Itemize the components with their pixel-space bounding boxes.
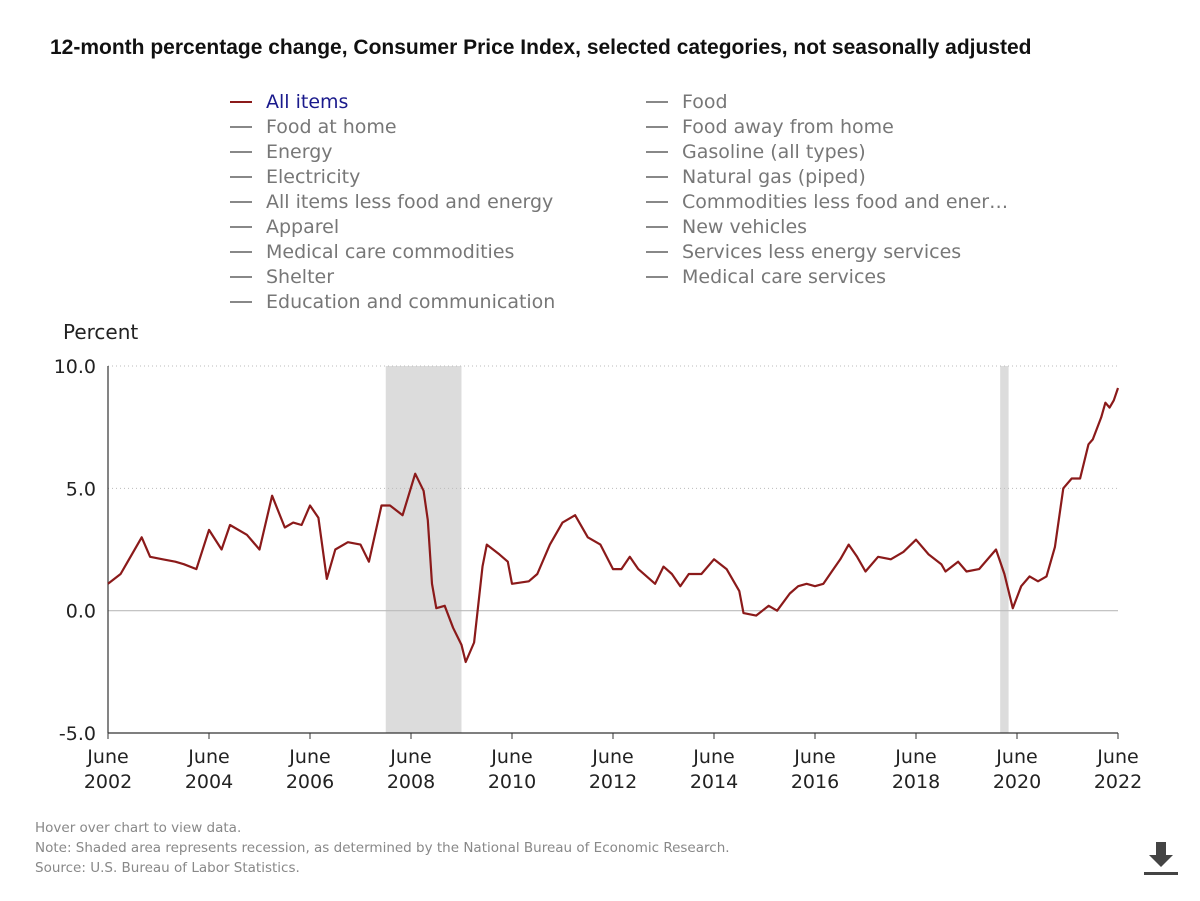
legend-item[interactable]: Education and communication (230, 291, 555, 313)
legend-item[interactable]: Shelter (230, 266, 334, 288)
legend-label: Medical care services (682, 266, 886, 288)
legend-item[interactable]: Energy (230, 141, 333, 163)
legend-label: Electricity (266, 166, 361, 188)
legend-swatch (646, 151, 668, 153)
legend-item[interactable]: Food (646, 91, 728, 113)
y-tick-label: 10.0 (54, 356, 96, 378)
x-tick-label-month: June (490, 746, 532, 768)
source-note: Source: U.S. Bureau of Labor Statistics. (35, 860, 300, 876)
legend-label: Shelter (266, 266, 335, 288)
x-tick-label-month: June (288, 746, 330, 768)
x-tick-label-year: 2012 (589, 771, 637, 793)
legend-label: Apparel (266, 216, 340, 238)
legend-label: Energy (266, 141, 333, 163)
legend-swatch (230, 101, 252, 103)
x-tick-label-month: June (995, 746, 1037, 768)
legend-swatch (230, 276, 252, 278)
recession-shade (385, 366, 462, 733)
legend-item[interactable]: New vehicles (646, 216, 807, 238)
legend-label: Food away from home (682, 116, 894, 138)
legend-swatch (230, 151, 252, 153)
legend-swatch (646, 101, 668, 103)
x-tick-label-year: 2006 (286, 771, 334, 793)
y-tick-label: 5.0 (66, 478, 96, 500)
x-tick-label-year: 2002 (84, 771, 132, 793)
legend-item[interactable]: Apparel (230, 216, 339, 238)
x-tick-label-month: June (389, 746, 431, 768)
download-icon (1144, 842, 1178, 875)
legend-item[interactable]: Commodities less food and ener… (646, 191, 1008, 213)
legend-label: Services less energy services (682, 241, 962, 263)
legend-item[interactable]: Medical care services (646, 266, 886, 288)
x-tick-label-year: 2008 (387, 771, 435, 793)
series-line-all-items[interactable] (107, 387, 1120, 664)
legend-swatch (646, 226, 668, 228)
x-tick-label-year: 2018 (892, 771, 940, 793)
legend-swatch (230, 176, 252, 178)
legend-swatch (230, 126, 252, 128)
legend-item[interactable]: All items (230, 91, 348, 113)
legend-item[interactable]: Services less energy services (646, 241, 961, 263)
legend-label: Food at home (266, 116, 397, 138)
legend-swatch (230, 251, 252, 253)
legend-swatch (646, 276, 668, 278)
legend-swatch (646, 201, 668, 203)
y-tick-label: -5.0 (59, 723, 96, 745)
y-axis-label: Percent (63, 320, 139, 344)
x-tick-label-month: June (793, 746, 835, 768)
legend-swatch (646, 176, 668, 178)
legend-label: Natural gas (piped) (682, 166, 866, 188)
x-tick-label-month: June (187, 746, 229, 768)
legend-label: New vehicles (682, 216, 808, 238)
legend-label: Food (682, 91, 728, 113)
x-tick-label-year: 2014 (690, 771, 738, 793)
legend-item[interactable]: Electricity (230, 166, 360, 188)
download-button[interactable] (1142, 840, 1180, 880)
recession-shade (1000, 366, 1009, 733)
x-tick-label-month: June (692, 746, 734, 768)
legend-label: Education and communication (266, 291, 556, 313)
chart-notes: Hover over chart to view data. Note: Sha… (35, 818, 730, 878)
recession-note: Note: Shaded area represents recession, … (35, 840, 730, 856)
x-tick-label-year: 2022 (1094, 771, 1142, 793)
legend-item[interactable]: Food at home (230, 116, 397, 138)
x-tick-label-month: June (591, 746, 633, 768)
legend-swatch (230, 201, 252, 203)
legend-item[interactable]: Natural gas (piped) (646, 166, 866, 188)
hover-note: Hover over chart to view data. (35, 820, 242, 836)
x-tick-label-month: June (1096, 746, 1138, 768)
legend-item[interactable]: Gasoline (all types) (646, 141, 866, 163)
y-tick-label: 0.0 (66, 601, 96, 623)
legend-item[interactable]: All items less food and energy (230, 191, 553, 213)
x-tick-label-year: 2016 (791, 771, 839, 793)
legend-swatch (646, 251, 668, 253)
legend-label: Medical care commodities (266, 241, 515, 263)
legend-label: Gasoline (all types) (682, 141, 866, 163)
legend-label: All items (266, 91, 349, 113)
x-tick-label-month: June (86, 746, 128, 768)
legend-label: Commodities less food and ener… (682, 191, 1009, 213)
legend-item[interactable]: Medical care commodities (230, 241, 514, 263)
legend-swatch (230, 226, 252, 228)
legend-item[interactable]: Food away from home (646, 116, 894, 138)
x-tick-label-month: June (894, 746, 936, 768)
x-tick-label-year: 2020 (993, 771, 1041, 793)
chart-title: 12-month percentage change, Consumer Pri… (50, 36, 1032, 59)
legend-swatch (646, 126, 668, 128)
legend-label: All items less food and energy (266, 191, 554, 213)
x-tick-label-year: 2010 (488, 771, 536, 793)
x-tick-label-year: 2004 (185, 771, 233, 793)
legend-swatch (230, 301, 252, 303)
